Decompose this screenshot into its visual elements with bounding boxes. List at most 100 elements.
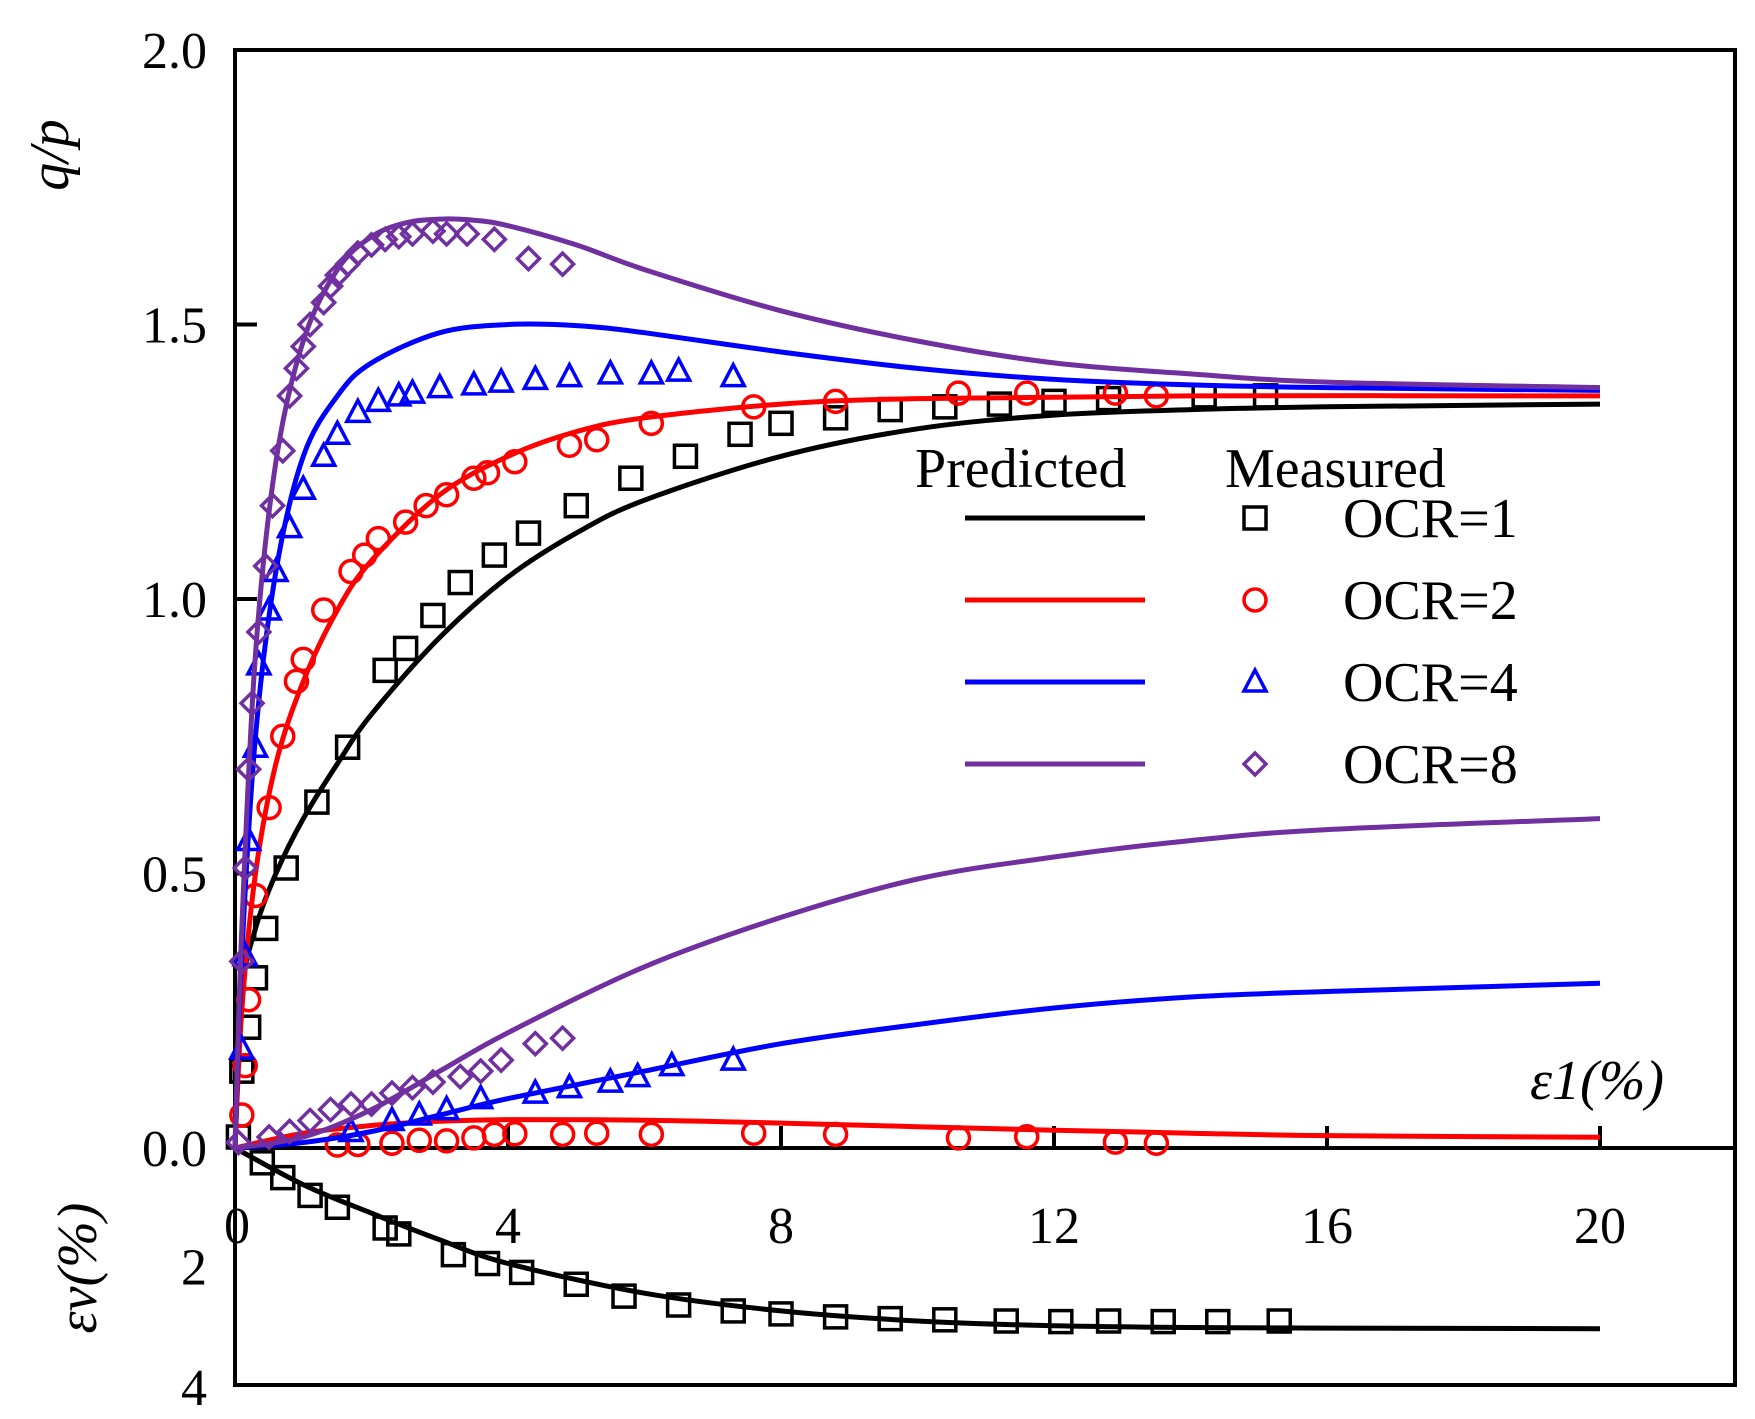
measured-ev-point-ocr-2 <box>433 1128 460 1154</box>
measured-qp-point-ocr-4 <box>555 360 584 388</box>
measured-qp-point-ocr-2 <box>365 525 392 552</box>
legend-marker-ocr-2 <box>1242 587 1268 613</box>
measured-ev-point-ocr-1 <box>1205 1308 1231 1335</box>
legend-label-ocr-2: OCR=2 <box>1343 570 1518 632</box>
legend-marker-ocr-4 <box>1241 666 1269 693</box>
measured-qp-low-point-ocr-4 <box>378 1104 406 1132</box>
measured-ev-point-ocr-1 <box>768 1301 794 1327</box>
measured-qp-point-ocr-1 <box>672 443 699 470</box>
y-tick-label-lower: 4 <box>181 1360 207 1417</box>
measured-qp-point-ocr-8 <box>235 755 263 783</box>
measured-qp-low-point-ocr-4 <box>521 1077 550 1104</box>
measured-qp-point-ocr-1 <box>1041 388 1067 415</box>
measured-ev-point-ocr-1 <box>1266 1308 1292 1334</box>
measured-qp-point-ocr-8 <box>259 492 287 520</box>
measured-qp-point-ocr-1 <box>727 421 753 448</box>
measured-qp-point-ocr-1 <box>768 410 794 437</box>
measured-qp-low-point-ocr-4 <box>555 1071 584 1099</box>
measured-qp-point-ocr-8 <box>252 552 280 580</box>
measured-qp-low-point-ocr-8 <box>317 1096 345 1124</box>
legend-label-ocr-8: OCR=8 <box>1343 734 1518 796</box>
predicted-ev-line-ocr-1 <box>233 1145 1601 1332</box>
measured-ev-point-ocr-1 <box>993 1308 1019 1334</box>
measured-qp-point-ocr-8 <box>269 437 297 465</box>
measured-qp-low-point-ocr-4 <box>466 1082 495 1110</box>
legend-marker-ocr-1 <box>1242 505 1268 531</box>
measured-qp-low-point-ocr-8 <box>446 1063 474 1091</box>
measured-qp-point-ocr-1 <box>618 465 644 491</box>
measured-qp-point-ocr-1 <box>481 542 508 568</box>
measured-qp-low-point-ocr-8 <box>487 1046 515 1074</box>
measured-qp-point-ocr-8 <box>371 225 399 253</box>
measured-ev-point-ocr-2 <box>1102 1129 1129 1155</box>
measured-qp-point-ocr-8 <box>231 854 259 882</box>
measured-qp-point-ocr-4 <box>637 358 666 385</box>
measured-qp-point-ocr-1 <box>334 734 361 760</box>
measured-ev-point-ocr-2 <box>379 1130 405 1157</box>
measured-qp-low-point-ocr-8 <box>276 1118 304 1146</box>
measured-ev-point-ocr-1 <box>822 1304 849 1330</box>
series-ocr-8 <box>224 216 1601 1156</box>
measured-ev-point-ocr-1 <box>1095 1308 1122 1334</box>
x-tick-label: 4 <box>495 1198 521 1255</box>
x-tick-label: 16 <box>1301 1198 1353 1255</box>
y-tick-label-upper: 1.5 <box>142 298 207 355</box>
legend-entries: OCR=1 OCR=2 OCR=4 OCR=8 <box>965 488 1518 796</box>
measured-qp-point-ocr-4 <box>487 366 516 393</box>
x-tick-label: 8 <box>768 1198 794 1255</box>
y-axis-title-lower: εv(%) <box>47 1203 109 1334</box>
x-axis-title: ε1(%) <box>1530 1050 1664 1112</box>
legend-label-ocr-4: OCR=4 <box>1343 652 1518 714</box>
measured-ev-point-ocr-1 <box>508 1259 535 1286</box>
measured-qp-point-ocr-8 <box>228 947 256 975</box>
measured-qp-low-point-ocr-4 <box>337 1115 365 1143</box>
measured-qp-low-point-ocr-8 <box>419 1068 447 1096</box>
measured-qp-point-ocr-4 <box>459 369 488 396</box>
measured-qp-point-ocr-2 <box>283 668 310 695</box>
measured-ev-point-ocr-2 <box>549 1121 576 1148</box>
measured-qp-low-point-ocr-4 <box>623 1060 652 1088</box>
measured-qp-point-ocr-2 <box>556 432 583 459</box>
measured-ev-point-ocr-1 <box>665 1292 692 1318</box>
measured-ev-point-ocr-1 <box>611 1283 637 1309</box>
measured-qp-point-ocr-1 <box>447 569 473 596</box>
measured-qp-point-ocr-2 <box>1102 380 1129 406</box>
y-tick-label-upper: 2.0 <box>142 23 207 80</box>
series-ocr-2 <box>229 380 1601 1158</box>
measured-qp-point-ocr-4 <box>664 355 693 382</box>
y-tick-label-upper: 0.0 <box>142 1121 207 1178</box>
measured-ev-point-ocr-1 <box>877 1305 903 1332</box>
measured-qp-point-ocr-2 <box>290 646 316 673</box>
legend-header-measured: Measured <box>1225 438 1446 500</box>
measured-qp-point-ocr-8 <box>296 311 324 338</box>
measured-qp-point-ocr-4 <box>309 440 338 468</box>
measured-ev-point-ocr-1 <box>720 1298 746 1324</box>
measured-qp-point-ocr-1 <box>252 915 279 942</box>
x-tick-label: 12 <box>1028 1198 1080 1255</box>
measured-qp-point-ocr-2 <box>502 449 528 475</box>
measured-ev-point-ocr-1 <box>474 1250 501 1277</box>
legend-marker-ocr-8 <box>1241 750 1269 778</box>
measured-qp-point-ocr-8 <box>358 231 385 259</box>
measured-ev-point-ocr-2 <box>583 1120 610 1146</box>
measured-qp-low-point-ocr-4 <box>405 1099 434 1126</box>
measured-qp-point-ocr-8 <box>433 220 461 248</box>
measured-ev-point-ocr-2 <box>502 1121 528 1147</box>
measured-qp-point-ocr-4 <box>244 649 273 676</box>
measured-qp-low-point-ocr-4 <box>719 1044 748 1071</box>
measured-ev-point-ocr-2 <box>1143 1130 1170 1157</box>
measured-qp-point-ocr-2 <box>351 542 378 568</box>
measured-qp-point-ocr-8 <box>317 272 345 300</box>
y-axis-title-upper: q/p <box>19 119 81 191</box>
measured-qp-point-ocr-2 <box>433 481 460 508</box>
y-tick-label-lower: 2 <box>181 1240 207 1297</box>
measured-ev-point-ocr-1 <box>1048 1308 1074 1335</box>
chart-frame <box>233 48 1737 1387</box>
measured-qp-point-ocr-8 <box>549 250 577 278</box>
measured-qp-point-ocr-1 <box>822 405 849 431</box>
measured-qp-point-ocr-8 <box>515 245 542 273</box>
predicted-qp-line-ocr-1 <box>232 401 1601 1149</box>
measured-qp-low-point-ocr-8 <box>549 1024 577 1052</box>
measured-ev-point-ocr-1 <box>249 1150 276 1176</box>
measured-ev-point-ocr-1 <box>386 1221 412 1247</box>
